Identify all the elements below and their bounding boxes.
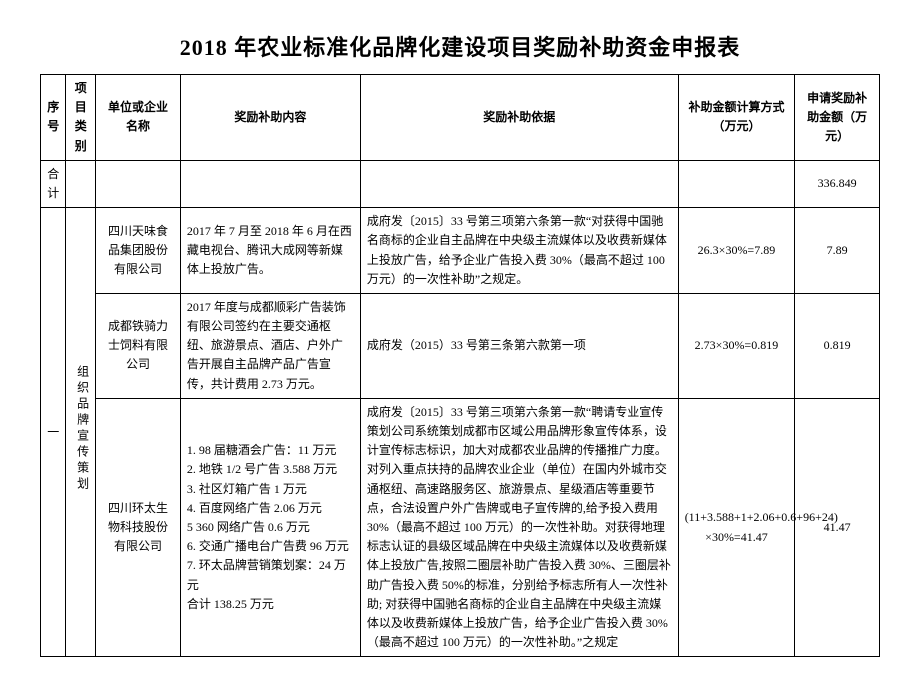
- col-company: 单位或企业名称: [96, 75, 181, 161]
- amount-cell: 41.47: [795, 398, 880, 656]
- total-basis-empty: [360, 160, 678, 207]
- col-amount: 申请奖励补助金额（万元）: [795, 75, 880, 161]
- basis-cell: 成府发（2015）33 号第三条第六款第一项: [360, 293, 678, 398]
- col-content: 奖励补助内容: [180, 75, 360, 161]
- category-cell: 组织品牌宣传策划: [66, 208, 96, 657]
- table-row: 一 组织品牌宣传策划 四川天味食品集团股份有限公司 2017 年 7 月至 20…: [41, 208, 880, 294]
- company-cell: 四川天味食品集团股份有限公司: [96, 208, 181, 294]
- col-seq: 序号: [41, 75, 66, 161]
- content-cell: 2017 年 7 月至 2018 年 6 月在西藏电视台、腾讯大成网等新媒体上投…: [180, 208, 360, 294]
- total-label: 合计: [41, 160, 66, 207]
- page-title: 2018 年农业标准化品牌化建设项目奖励补助资金申报表: [40, 30, 880, 62]
- amount-cell: 0.819: [795, 293, 880, 398]
- table-header-row: 序号 项目类别 单位或企业名称 奖励补助内容 奖励补助依据 补助金额计算方式（万…: [41, 75, 880, 161]
- content-cell: 2017 年度与成都顺彩广告装饰有限公司签约在主要交通枢纽、旅游景点、酒店、户外…: [180, 293, 360, 398]
- company-cell: 成都铁骑力士饲料有限公司: [96, 293, 181, 398]
- col-basis: 奖励补助依据: [360, 75, 678, 161]
- table-row: 四川环太生物科技股份有限公司 1. 98 届糖酒会广告：11 万元2. 地铁 1…: [41, 398, 880, 656]
- calc-cell: 2.73×30%=0.819: [678, 293, 795, 398]
- total-content-empty: [180, 160, 360, 207]
- calc-cell: (11+3.588+1+2.06+0.6+96+24) ×30%=41.47: [678, 398, 795, 656]
- basis-cell: 成府发〔2015〕33 号第三项第六条第一款“聘请专业宣传策划公司系统策划成都市…: [360, 398, 678, 656]
- total-row: 合计 336.849: [41, 160, 880, 207]
- total-amount: 336.849: [795, 160, 880, 207]
- total-company-empty: [96, 160, 181, 207]
- basis-cell: 成府发〔2015〕33 号第三项第六条第一款“对获得中国驰名商标的企业自主品牌在…: [360, 208, 678, 294]
- category-label: 组织品牌宣传策划: [72, 365, 91, 493]
- table-row: 成都铁骑力士饲料有限公司 2017 年度与成都顺彩广告装饰有限公司签约在主要交通…: [41, 293, 880, 398]
- amount-cell: 7.89: [795, 208, 880, 294]
- col-calc: 补助金额计算方式（万元）: [678, 75, 795, 161]
- seq-cell: 一: [41, 208, 66, 657]
- subsidy-table: 序号 项目类别 单位或企业名称 奖励补助内容 奖励补助依据 补助金额计算方式（万…: [40, 74, 880, 657]
- total-cat-empty: [66, 160, 96, 207]
- company-cell: 四川环太生物科技股份有限公司: [96, 398, 181, 656]
- calc-cell: 26.3×30%=7.89: [678, 208, 795, 294]
- content-cell: 1. 98 届糖酒会广告：11 万元2. 地铁 1/2 号广告 3.588 万元…: [180, 398, 360, 656]
- total-calc-empty: [678, 160, 795, 207]
- col-category: 项目类别: [66, 75, 96, 161]
